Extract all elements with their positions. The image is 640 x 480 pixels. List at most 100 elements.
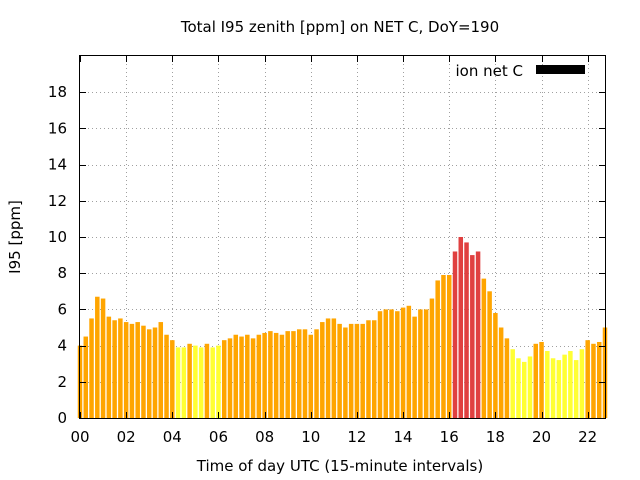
bar [141, 325, 146, 418]
bar [320, 322, 325, 418]
bar [545, 351, 550, 418]
y-tick-label: 12 [48, 192, 67, 210]
bar [268, 331, 273, 418]
bar [418, 309, 423, 418]
bar [256, 334, 262, 418]
x-tick-label: 18 [486, 428, 505, 446]
bar [193, 345, 198, 418]
bar [400, 307, 406, 418]
bar [441, 275, 446, 418]
bar [245, 334, 250, 418]
x-tick-label: 06 [209, 428, 228, 446]
y-tick-label: 10 [48, 228, 67, 246]
x-tick-label: 14 [394, 428, 413, 446]
bar [100, 298, 106, 418]
bar [285, 331, 290, 418]
bar [170, 340, 175, 418]
bar [221, 340, 227, 418]
bar [135, 322, 140, 418]
bar [510, 349, 515, 418]
bar [498, 327, 504, 418]
bar [493, 313, 498, 418]
y-tick-label: 6 [57, 300, 67, 318]
bar [435, 280, 440, 418]
bar [164, 334, 169, 418]
bar [446, 275, 452, 418]
x-tick-label: 08 [255, 428, 274, 446]
x-tick-label: 02 [117, 428, 136, 446]
bar [423, 309, 429, 418]
x-tick-label: 04 [163, 428, 182, 446]
bar [123, 322, 129, 418]
bar [302, 329, 308, 418]
bar [452, 251, 458, 418]
bar [152, 327, 158, 418]
bar [262, 332, 267, 418]
bar [343, 327, 348, 418]
bar [331, 318, 337, 418]
bar [146, 329, 152, 418]
bars [77, 237, 608, 418]
bar [464, 242, 469, 418]
bar [406, 305, 412, 418]
y-axis-label: I95 [ppm] [6, 200, 24, 274]
bar [539, 341, 544, 418]
bar [383, 309, 389, 418]
x-axis-ticks: 00 02 04 06 08 10 12 14 16 18 20 22 [70, 56, 597, 446]
chart-title: Total I95 zenith [ppm] on NET C, DoY=190 [180, 18, 499, 36]
legend-label: ion net C [456, 62, 523, 80]
bar [106, 316, 112, 418]
y-tick-label: 8 [57, 264, 67, 282]
bar [360, 323, 365, 418]
bar [354, 323, 360, 418]
x-tick-label: 10 [301, 428, 320, 446]
bar [556, 360, 562, 418]
y-tick-label: 18 [48, 83, 67, 101]
bar [273, 332, 279, 418]
bar [389, 309, 394, 418]
legend: ion net C [456, 62, 585, 80]
bar [585, 340, 590, 418]
y-tick-label: 4 [57, 337, 67, 355]
y-tick-label: 0 [57, 409, 67, 427]
bar [204, 343, 210, 418]
bar [568, 351, 573, 418]
bar [239, 336, 244, 418]
bar [308, 334, 314, 418]
bar [366, 320, 371, 418]
bar [527, 356, 533, 418]
x-tick-label: 20 [532, 428, 551, 446]
bar [291, 331, 296, 418]
bar [187, 343, 192, 418]
bar [521, 361, 527, 418]
bar [112, 320, 117, 418]
bar [89, 318, 94, 418]
bar [233, 334, 239, 418]
bar [279, 334, 285, 418]
x-tick-label: 16 [440, 428, 459, 446]
y-axis-ticks: 0 2 4 6 8 10 12 14 16 18 [48, 83, 605, 427]
bar [377, 311, 383, 418]
bar [325, 318, 331, 418]
bar [95, 296, 100, 418]
bar [470, 255, 475, 418]
bar [475, 251, 481, 418]
x-axis-label: Time of day UTC (15-minute intervals) [196, 457, 483, 475]
bar [348, 323, 354, 418]
bar [562, 354, 567, 418]
bar [83, 336, 89, 418]
grid [80, 56, 605, 418]
bar [504, 338, 510, 418]
plot-frame [79, 55, 606, 419]
bar [181, 347, 187, 418]
bar [596, 341, 602, 418]
bar [337, 323, 342, 418]
x-tick-label: 22 [578, 428, 597, 446]
bar [591, 343, 596, 418]
bar [118, 318, 123, 418]
bar [516, 358, 521, 418]
bar [487, 291, 492, 418]
bar [227, 338, 233, 418]
y-tick-label: 14 [48, 156, 67, 174]
x-tick-label: 12 [347, 428, 366, 446]
